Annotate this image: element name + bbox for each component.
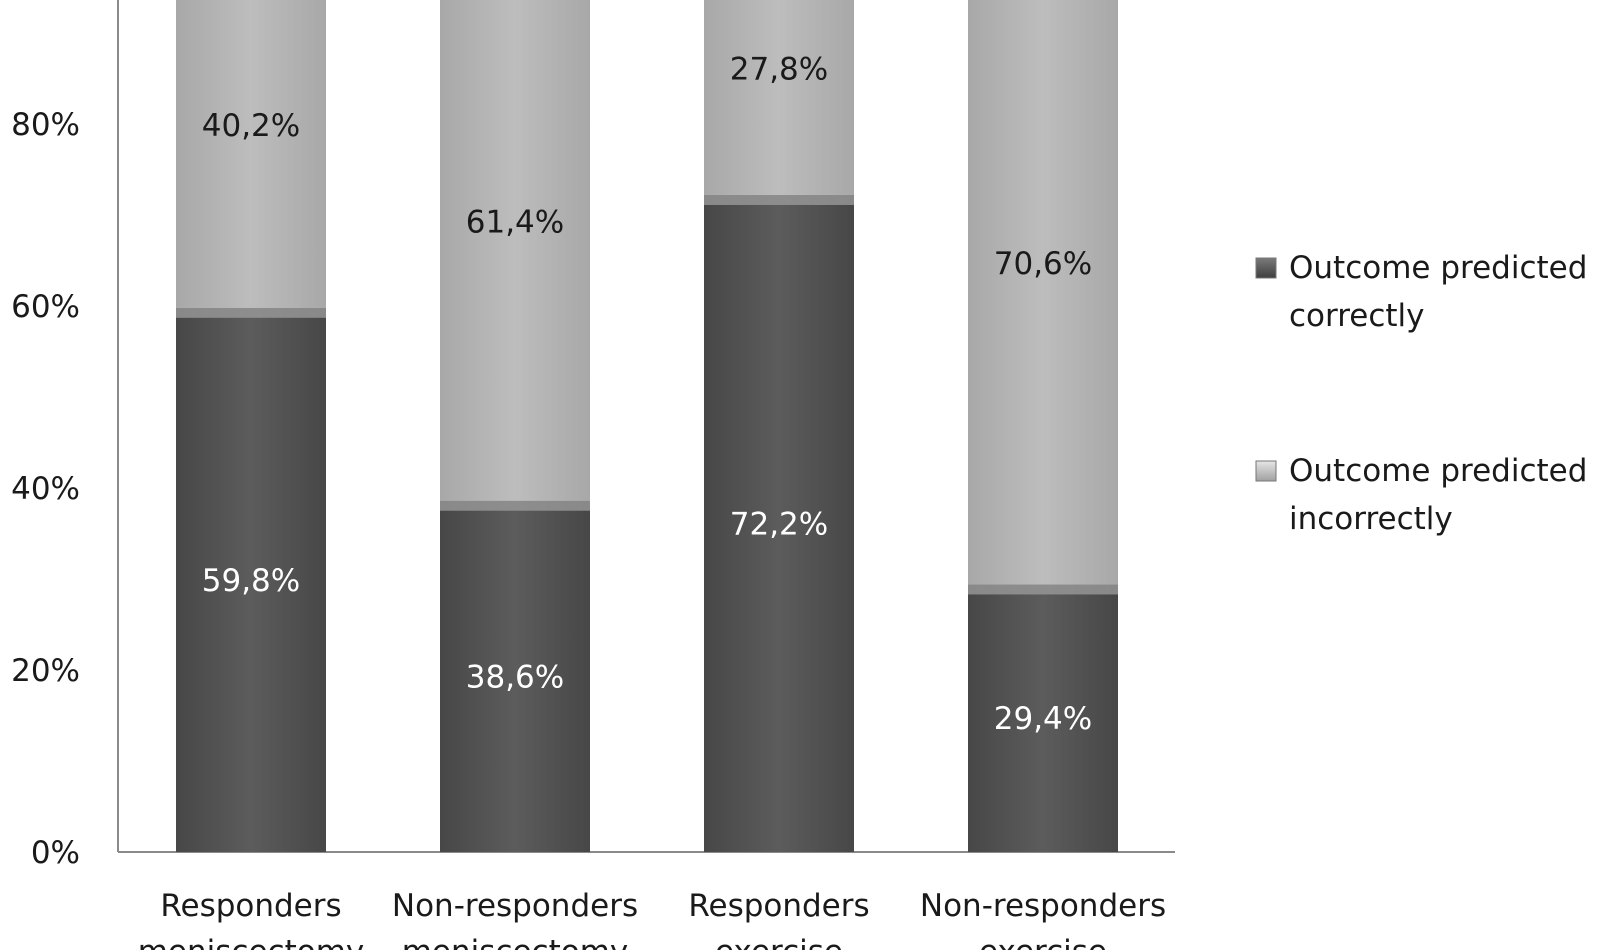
y-tick-label: 0% — [31, 835, 80, 871]
x-category-label: Non-respondersexercise — [920, 888, 1166, 950]
bar-segment-incorrect — [440, 0, 590, 501]
data-label: 29,4% — [994, 701, 1092, 737]
data-label: 38,6% — [466, 659, 564, 695]
bar-segment-correct — [968, 584, 1118, 852]
x-category-label: Respondersmeniscectomy — [138, 888, 365, 950]
legend: Outcome predicted correctly Outcome predic… — [1255, 250, 1587, 537]
legend-entry-label: Outcome predicted incorrectly — [1289, 453, 1587, 537]
bar-segment-correct — [440, 500, 590, 852]
y-tick-label: 60% — [11, 289, 80, 325]
data-labels: 59,8% 40,2% 38,6% 61,4% 72,2% 27,8% 29,4% 70,6% — [202, 51, 1092, 737]
bar-segment-incorrect — [704, 0, 854, 195]
y-tick-label: 20% — [11, 653, 80, 689]
bar-bevel — [440, 500, 590, 511]
bars — [176, 0, 1118, 853]
legend-swatch — [1255, 460, 1277, 482]
bar-segment-incorrect — [968, 0, 1118, 585]
bar-segment-correct — [704, 194, 854, 853]
bar-bevel — [176, 307, 326, 318]
data-label: 72,2% — [730, 506, 828, 542]
x-category-label: Respondersexercise — [688, 888, 869, 950]
bar-segment-correct — [176, 307, 326, 852]
legend-entry-label: Outcome predicted correctly — [1289, 250, 1587, 334]
data-label: 59,8% — [202, 563, 300, 599]
bar-segment-incorrect — [176, 0, 326, 308]
legend-swatch — [1255, 257, 1277, 279]
data-label: 70,6% — [994, 246, 1092, 282]
x-category-label: Non-respondersmeniscectomy — [392, 888, 638, 950]
axes: 0% 20% 40% 60% 80% Respondersmeniscectomy Non-… — [11, 0, 1175, 950]
bar-bevel — [704, 194, 854, 205]
data-label: 40,2% — [202, 108, 300, 144]
data-label: 61,4% — [466, 204, 564, 240]
bar-bevel — [968, 584, 1118, 595]
data-label: 27,8% — [730, 51, 828, 87]
y-tick-label: 80% — [11, 107, 80, 143]
y-tick-label: 40% — [11, 471, 80, 507]
